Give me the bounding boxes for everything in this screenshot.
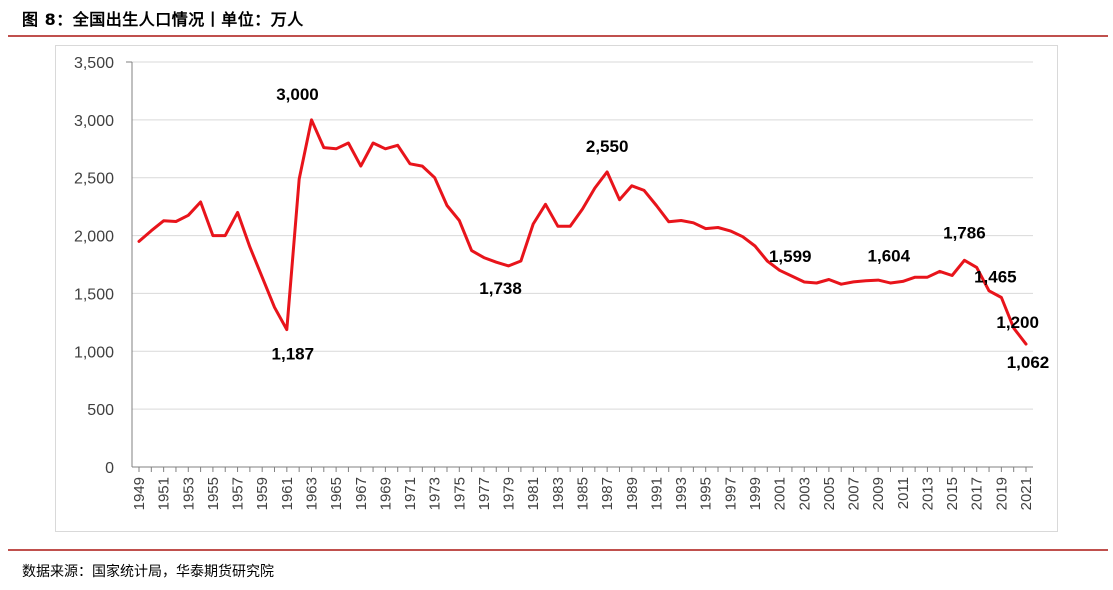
x-tick-label: 1995 <box>698 477 715 510</box>
series-line-births <box>137 118 1028 346</box>
source-note: 数据来源：国家统计局，华泰期货研究院 <box>22 564 274 580</box>
data-label-2020: 1,200 <box>996 313 1039 332</box>
x-tick-label: 2009 <box>870 477 887 510</box>
x-tick-label: 1955 <box>205 477 222 510</box>
x-tick-label: 1989 <box>624 477 641 510</box>
x-tick-label: 1961 <box>279 477 296 510</box>
chart-frame <box>55 45 1058 532</box>
x-tick-label: 1967 <box>353 477 370 510</box>
data-label-2011: 1,604 <box>868 246 911 265</box>
x-tick-label: 1949 <box>131 477 148 510</box>
y-tick-label: 1,000 <box>74 344 114 361</box>
y-tick-label: 3,000 <box>74 113 114 130</box>
x-tick-label: 2007 <box>846 477 863 510</box>
x-tick-label: 1977 <box>476 477 493 510</box>
x-tick-label: 1999 <box>747 477 764 510</box>
x-tick-label: 1981 <box>525 477 542 510</box>
data-label-2019: 1,465 <box>974 267 1017 286</box>
data-label-1961: 1,187 <box>272 345 315 364</box>
gridlines <box>132 61 1033 410</box>
y-tick-labels: 0 500 1,000 1,500 2,000 2,500 3,000 3,500 <box>74 55 114 477</box>
x-tick-label: 1965 <box>328 477 345 510</box>
y-tick-label: 2,000 <box>74 229 114 246</box>
x-tick-label: 1963 <box>303 477 320 510</box>
x-tick-label: 1959 <box>254 477 271 510</box>
data-label-1987: 2,550 <box>586 137 629 156</box>
x-tick-label: 2013 <box>919 477 936 510</box>
x-tick-label: 2021 <box>1018 477 1035 510</box>
x-tick-label: 1969 <box>377 477 394 510</box>
x-tick-label: 2017 <box>969 477 986 510</box>
data-label-2016: 1,786 <box>943 223 986 242</box>
x-tick-label: 1993 <box>673 477 690 510</box>
x-tick-label: 2001 <box>772 477 789 510</box>
y-tick-label: 2,500 <box>74 171 114 188</box>
x-tick-label: 1973 <box>427 477 444 510</box>
y-tick-label: 500 <box>87 402 114 419</box>
x-tick-label: 2015 <box>944 477 961 510</box>
data-label-2021: 1,062 <box>1007 353 1050 372</box>
footer-divider <box>8 549 1108 551</box>
x-tick-label: 2003 <box>796 477 813 510</box>
x-tick-label: 1983 <box>550 477 567 510</box>
x-tick-label: 2011 <box>895 477 912 509</box>
x-tick-label: 1971 <box>402 477 419 510</box>
data-label-2003: 1,599 <box>769 247 812 266</box>
x-tick-label: 1979 <box>501 477 518 510</box>
data-labels: 1,187 3,000 1,738 2,550 1,599 1,604 1,786 1,465… <box>272 85 1050 372</box>
axes <box>126 61 1033 472</box>
data-label-1979: 1,738 <box>479 279 522 298</box>
x-tick-labels: 1949 1951 1953 1955 1957 1959 1961 1963 1965 1967… <box>131 477 1035 510</box>
x-tick-label: 1985 <box>575 477 592 510</box>
x-tick-label: 1951 <box>156 477 173 510</box>
x-tick-label: 1957 <box>230 477 247 510</box>
x-tick-label: 1991 <box>648 477 665 510</box>
header-divider <box>8 35 1108 37</box>
x-tick-label: 1953 <box>180 477 197 510</box>
x-tick-label: 2019 <box>993 477 1010 510</box>
figure-title: 图 8：全国出生人口情况丨单位：万人 <box>22 10 304 29</box>
data-label-1963: 3,000 <box>276 85 319 104</box>
x-tick-label: 1997 <box>722 477 739 510</box>
y-tick-label: 0 <box>105 460 114 477</box>
x-tick-label: 1975 <box>451 477 468 510</box>
y-tick-label: 3,500 <box>74 55 114 72</box>
y-tick-label: 1,500 <box>74 286 114 303</box>
x-tick-label: 2005 <box>821 477 838 510</box>
series-lines <box>137 118 1028 346</box>
x-tick-label: 1987 <box>599 477 616 510</box>
